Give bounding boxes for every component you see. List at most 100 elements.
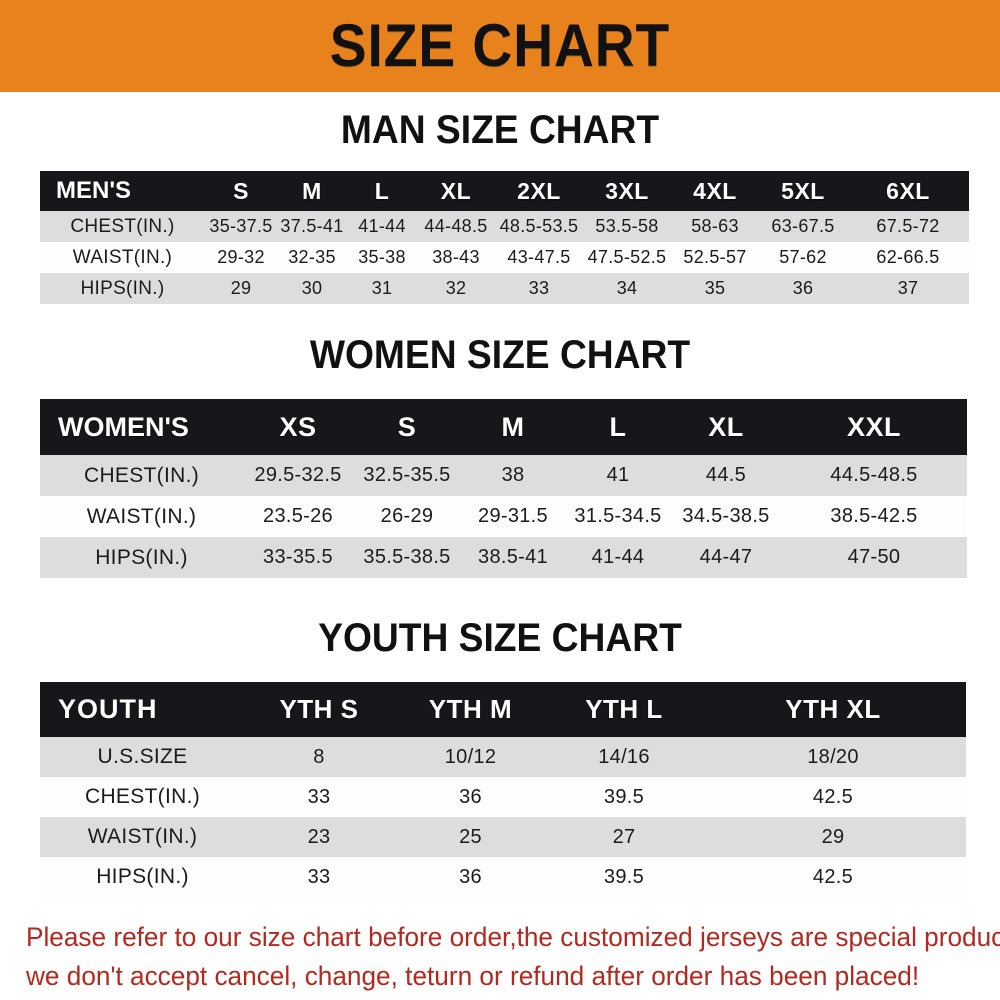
cell-waist-6xl: 62-66.5 <box>847 242 969 273</box>
man-size-table-grid: MEN'S S M L XL 2XL 3XL 4XL 5XL 6XL CHEST… <box>40 171 969 304</box>
order-policy-note-line-1: Please refer to our size chart before or… <box>26 922 1000 952</box>
cell-waist-yth-s: 23 <box>245 817 393 857</box>
cell-waist-m: 32-35 <box>277 242 347 273</box>
cell-chest-xl: 44-48.5 <box>417 211 495 242</box>
man-section-heading: MAN SIZE CHART <box>340 108 660 152</box>
women-size-table-grid: WOMEN'S XS S M L XL XXL CHEST(IN.) 29.5-… <box>40 399 967 578</box>
cell-waist-yth-m: 25 <box>393 817 548 857</box>
cell-hips-xxl: 47-50 <box>781 537 967 578</box>
cell-waist-s: 29-32 <box>205 242 277 273</box>
cell-hips-yth-xl: 42.5 <box>700 857 966 897</box>
cell-chest-m: 38 <box>461 455 565 496</box>
col-header-s: S <box>205 171 277 211</box>
cell-hips-s: 29 <box>205 273 277 304</box>
cell-hips-xl: 44-47 <box>671 537 781 578</box>
banner-title: SIZE CHART <box>329 12 671 79</box>
table-row: CHEST(IN.) 35-37.5 37.5-41 41-44 44-48.5… <box>40 211 969 242</box>
cell-chest-xxl: 44.5-48.5 <box>781 455 967 496</box>
cell-chest-yth-m: 36 <box>393 777 548 817</box>
row-label-chest: CHEST(IN.) <box>40 455 243 496</box>
cell-waist-m: 29-31.5 <box>461 496 565 537</box>
col-header-xs: XS <box>243 399 353 455</box>
col-header-m: M <box>461 399 565 455</box>
col-header-3xl: 3XL <box>583 171 671 211</box>
order-policy-note-line-2: we don't accept cancel, change, teturn o… <box>26 961 920 991</box>
cell-ussize-yth-s: 8 <box>245 737 393 777</box>
cell-waist-3xl: 47.5-52.5 <box>583 242 671 273</box>
col-header-yth-xl: YTH XL <box>700 682 966 737</box>
row-label-hips: HIPS(IN.) <box>40 857 245 897</box>
page-banner: SIZE CHART <box>0 0 1000 92</box>
row-label-hips: HIPS(IN.) <box>40 273 205 304</box>
col-header-l: L <box>347 171 417 211</box>
cell-hips-4xl: 35 <box>671 273 759 304</box>
col-header-l: L <box>565 399 671 455</box>
col-header-xl: XL <box>671 399 781 455</box>
cell-waist-5xl: 57-62 <box>759 242 847 273</box>
cell-hips-xs: 33-35.5 <box>243 537 353 578</box>
women-section-heading: WOMEN SIZE CHART <box>309 333 691 377</box>
table-header-row: WOMEN'S XS S M L XL XXL <box>40 399 967 455</box>
cell-hips-l: 31 <box>347 273 417 304</box>
table-header-row: YOUTH YTH S YTH M YTH L YTH XL <box>40 682 966 737</box>
man-row-header: MEN'S <box>40 171 205 211</box>
col-header-4xl: 4XL <box>671 171 759 211</box>
table-row: HIPS(IN.) 33-35.5 35.5-38.5 38.5-41 41-4… <box>40 537 967 578</box>
row-label-chest: CHEST(IN.) <box>40 211 205 242</box>
col-header-s: S <box>353 399 461 455</box>
table-row: CHEST(IN.) 33 36 39.5 42.5 <box>40 777 966 817</box>
col-header-6xl: 6XL <box>847 171 969 211</box>
col-header-yth-s: YTH S <box>245 682 393 737</box>
cell-hips-l: 41-44 <box>565 537 671 578</box>
cell-hips-s: 35.5-38.5 <box>353 537 461 578</box>
cell-waist-xl: 34.5-38.5 <box>671 496 781 537</box>
cell-ussize-yth-xl: 18/20 <box>700 737 966 777</box>
cell-waist-4xl: 52.5-57 <box>671 242 759 273</box>
cell-chest-s: 32.5-35.5 <box>353 455 461 496</box>
cell-hips-5xl: 36 <box>759 273 847 304</box>
cell-chest-yth-s: 33 <box>245 777 393 817</box>
youth-size-table-grid: YOUTH YTH S YTH M YTH L YTH XL U.S.SIZE … <box>40 682 966 897</box>
man-size-table: MEN'S S M L XL 2XL 3XL 4XL 5XL 6XL CHEST… <box>40 171 969 304</box>
cell-chest-s: 35-37.5 <box>205 211 277 242</box>
order-policy-note: Please refer to our size chart before or… <box>26 918 1000 996</box>
cell-hips-6xl: 37 <box>847 273 969 304</box>
cell-waist-xs: 23.5-26 <box>243 496 353 537</box>
row-label-waist: WAIST(IN.) <box>40 242 205 273</box>
cell-hips-2xl: 33 <box>495 273 583 304</box>
cell-chest-l: 41 <box>565 455 671 496</box>
cell-chest-4xl: 58-63 <box>671 211 759 242</box>
cell-hips-m: 38.5-41 <box>461 537 565 578</box>
cell-chest-xl: 44.5 <box>671 455 781 496</box>
cell-chest-5xl: 63-67.5 <box>759 211 847 242</box>
table-row: WAIST(IN.) 29-32 32-35 35-38 38-43 43-47… <box>40 242 969 273</box>
cell-waist-xl: 38-43 <box>417 242 495 273</box>
col-header-xl: XL <box>417 171 495 211</box>
cell-chest-3xl: 53.5-58 <box>583 211 671 242</box>
cell-waist-2xl: 43-47.5 <box>495 242 583 273</box>
cell-chest-xs: 29.5-32.5 <box>243 455 353 496</box>
row-label-hips: HIPS(IN.) <box>40 537 243 578</box>
col-header-2xl: 2XL <box>495 171 583 211</box>
table-row: U.S.SIZE 8 10/12 14/16 18/20 <box>40 737 966 777</box>
cell-chest-yth-l: 39.5 <box>548 777 700 817</box>
women-size-table: WOMEN'S XS S M L XL XXL CHEST(IN.) 29.5-… <box>40 399 967 578</box>
col-header-yth-m: YTH M <box>393 682 548 737</box>
cell-waist-yth-xl: 29 <box>700 817 966 857</box>
cell-ussize-yth-m: 10/12 <box>393 737 548 777</box>
col-header-5xl: 5XL <box>759 171 847 211</box>
cell-waist-xxl: 38.5-42.5 <box>781 496 967 537</box>
women-row-header: WOMEN'S <box>40 399 243 455</box>
cell-waist-s: 26-29 <box>353 496 461 537</box>
row-label-waist: WAIST(IN.) <box>40 496 243 537</box>
cell-ussize-yth-l: 14/16 <box>548 737 700 777</box>
row-label-chest: CHEST(IN.) <box>40 777 245 817</box>
cell-hips-yth-s: 33 <box>245 857 393 897</box>
col-header-yth-l: YTH L <box>548 682 700 737</box>
cell-waist-yth-l: 27 <box>548 817 700 857</box>
youth-size-table: YOUTH YTH S YTH M YTH L YTH XL U.S.SIZE … <box>40 682 966 897</box>
cell-chest-m: 37.5-41 <box>277 211 347 242</box>
cell-hips-yth-m: 36 <box>393 857 548 897</box>
cell-chest-yth-xl: 42.5 <box>700 777 966 817</box>
